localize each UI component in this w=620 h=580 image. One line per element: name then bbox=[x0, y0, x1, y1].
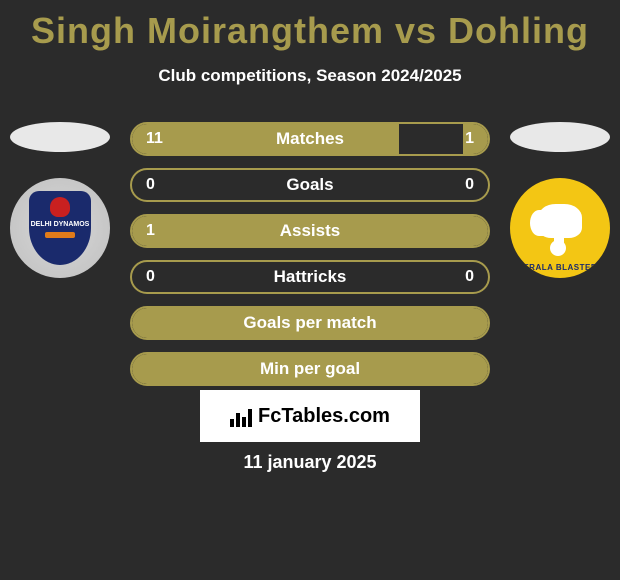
ball-icon bbox=[550, 240, 566, 256]
fctables-watermark: FcTables.com bbox=[200, 390, 420, 442]
subtitle: Club competitions, Season 2024/2025 bbox=[0, 66, 620, 86]
stat-label: Hattricks bbox=[132, 262, 488, 292]
stat-row: Hattricks0 0 bbox=[130, 260, 490, 294]
player-left-column: DELHI DYNAMOS bbox=[0, 112, 120, 278]
date-label: 11 january 2025 bbox=[0, 452, 620, 473]
fctables-text: FcTables.com bbox=[258, 405, 390, 428]
stat-label: Goals bbox=[132, 170, 488, 200]
bar-chart-icon bbox=[230, 405, 252, 427]
club-badge-left: DELHI DYNAMOS bbox=[10, 178, 110, 278]
country-flag-right bbox=[510, 122, 610, 152]
stat-label: Goals per match bbox=[132, 308, 488, 338]
stat-row: Goals per match bbox=[130, 306, 490, 340]
club-badge-right-text: KERALA BLASTERS bbox=[510, 263, 610, 272]
page-title: Singh Moirangthem vs Dohling bbox=[0, 0, 620, 52]
stat-label: Matches bbox=[132, 124, 488, 154]
elephant-icon bbox=[538, 204, 582, 238]
stat-label: Min per goal bbox=[132, 354, 488, 384]
stat-bars: Matches111Goals00Assists1Hattricks00Goal… bbox=[130, 122, 490, 398]
club-badge-left-text: DELHI DYNAMOS bbox=[31, 221, 90, 228]
stat-value-left: 1 bbox=[146, 216, 155, 246]
stat-label: Assists bbox=[132, 216, 488, 246]
stat-row: Assists1 bbox=[130, 214, 490, 248]
stat-value-left: 0 bbox=[146, 262, 155, 292]
stat-row: Matches111 bbox=[130, 122, 490, 156]
stat-row: Goals0 0 bbox=[130, 168, 490, 202]
club-badge-right: KERALA BLASTERS bbox=[510, 178, 610, 278]
player-right-column: KERALA BLASTERS bbox=[500, 112, 620, 278]
stat-value-left: 11 bbox=[146, 124, 163, 154]
stat-row: Min per goal bbox=[130, 352, 490, 386]
lion-icon bbox=[50, 197, 70, 217]
stat-value-left: 0 bbox=[146, 170, 155, 200]
stat-value-right: 0 bbox=[465, 262, 474, 292]
stat-value-right: 1 bbox=[465, 124, 474, 154]
stat-value-right: 0 bbox=[465, 170, 474, 200]
country-flag-left bbox=[10, 122, 110, 152]
